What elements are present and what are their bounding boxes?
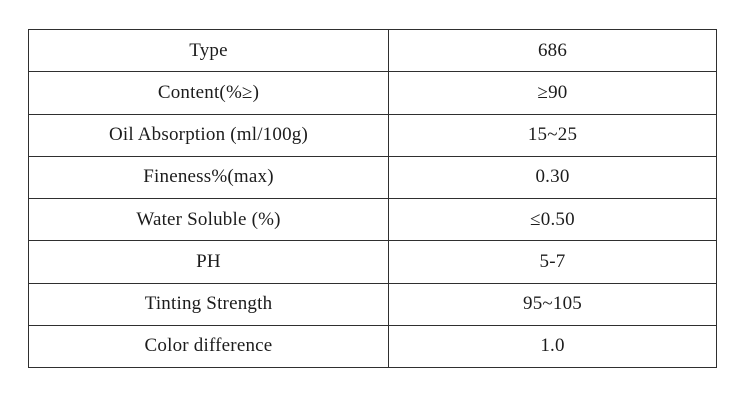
spec-value-fineness: 0.30 xyxy=(388,155,717,200)
table-row: Color difference 1.0 xyxy=(28,324,717,369)
spec-label-content: Content(%≥) xyxy=(28,71,389,115)
spec-value-type: 686 xyxy=(388,28,717,73)
spec-value-color-difference: 1.0 xyxy=(388,324,717,369)
table-row: Water Soluble (%) ≤0.50 xyxy=(28,197,717,242)
spec-label-fineness: Fineness%(max) xyxy=(28,155,389,200)
table-row: Tinting Strength 95~105 xyxy=(28,282,717,326)
spec-value-tinting-strength: 95~105 xyxy=(388,282,717,326)
spec-value-ph: 5-7 xyxy=(388,240,717,284)
spec-value-water-soluble: ≤0.50 xyxy=(388,197,717,242)
spec-label-oil-absorption: Oil Absorption (ml/100g) xyxy=(28,113,389,157)
spec-value-content: ≥90 xyxy=(388,71,717,115)
table-row: Type 686 xyxy=(28,28,717,73)
table-row: PH 5-7 xyxy=(28,240,717,284)
table-row: Content(%≥) ≥90 xyxy=(28,71,717,115)
spec-value-oil-absorption: 15~25 xyxy=(388,113,717,157)
table-row: Fineness%(max) 0.30 xyxy=(28,155,717,200)
spec-label-ph: PH xyxy=(28,240,389,284)
spec-label-water-soluble: Water Soluble (%) xyxy=(28,197,389,242)
table-row: Oil Absorption (ml/100g) 15~25 xyxy=(28,113,717,157)
spec-label-tinting-strength: Tinting Strength xyxy=(28,282,389,326)
spec-label-type: Type xyxy=(28,28,389,73)
spec-table-body: Type 686 Content(%≥) ≥90 Oil Absorption … xyxy=(28,28,717,369)
product-spec-table: Type 686 Content(%≥) ≥90 Oil Absorption … xyxy=(28,28,717,369)
spec-label-color-difference: Color difference xyxy=(28,324,389,369)
